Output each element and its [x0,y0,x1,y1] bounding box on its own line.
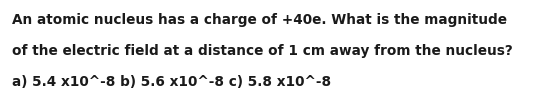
Text: a) 5.4 x10^-8 b) 5.6 x10^-8 c) 5.8 x10^-8: a) 5.4 x10^-8 b) 5.6 x10^-8 c) 5.8 x10^-… [12,75,331,89]
Text: of the electric field at a distance of 1 cm away from the nucleus?: of the electric field at a distance of 1… [12,44,513,58]
Text: An atomic nucleus has a charge of +40e. What is the magnitude: An atomic nucleus has a charge of +40e. … [12,13,507,27]
